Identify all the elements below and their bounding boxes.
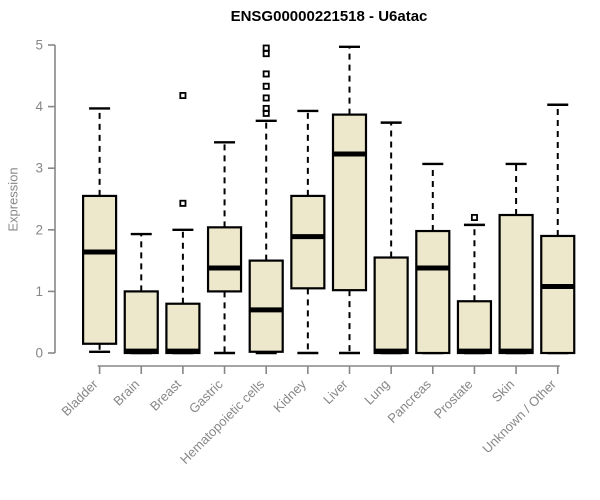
box-iqr-rect: [540, 234, 576, 355]
outlier-point: [262, 44, 270, 52]
y-tick-label: 3: [35, 161, 43, 176]
outlier-point: [179, 92, 187, 100]
outlier-point: [262, 94, 270, 102]
box-iqr-rect: [373, 256, 409, 355]
x-category-label: Kidney: [270, 376, 309, 415]
box-iqr-rect: [456, 300, 493, 355]
box-iqr-rect: [165, 302, 201, 355]
x-category-label: Bladder: [58, 376, 101, 419]
y-tick-label: 1: [35, 284, 43, 299]
outlier-point: [262, 70, 270, 78]
boxplot-bladder: [81, 107, 118, 353]
box-iqr-rect: [81, 194, 118, 345]
y-tick-label: 2: [35, 222, 43, 237]
boxplot-kidney: [290, 109, 326, 355]
x-category-label: Brain: [110, 377, 142, 409]
x-category-label: Liver: [320, 376, 351, 407]
chart-title: ENSG00000221518 - U6atac: [230, 8, 428, 25]
box-iqr-rect: [498, 213, 534, 355]
y-tick-label: 4: [35, 99, 43, 114]
outlier-point: [262, 104, 270, 112]
outlier-point: [262, 82, 270, 90]
box-iqr-rect: [206, 226, 243, 293]
y-tick-label: 5: [35, 38, 43, 53]
boxplot-brain: [123, 232, 159, 355]
boxplot-breast: [165, 92, 201, 355]
boxplot-unknown-other: [540, 103, 576, 355]
box-iqr-rect: [331, 113, 368, 292]
x-category-label: Prostate: [431, 377, 476, 422]
outlier-point: [262, 50, 270, 58]
outlier-point: [470, 213, 478, 221]
box-iqr-rect: [290, 194, 326, 290]
x-category-label: Breast: [147, 376, 184, 413]
x-category-label: Lung: [361, 377, 392, 408]
outlier-point: [179, 199, 187, 207]
boxplot-hematopoietic-cells: [248, 44, 284, 355]
box-iqr-rect: [415, 229, 451, 355]
boxplot-pancreas: [415, 162, 451, 355]
y-axis-title: Expression: [5, 167, 21, 232]
y-tick-label: 0: [35, 346, 43, 361]
boxplot-gastric: [206, 141, 243, 355]
x-category-label: Pancreas: [384, 376, 434, 426]
box-iqr-rect: [123, 290, 159, 355]
x-category-label: Skin: [489, 377, 517, 405]
x-category-label: Gastric: [186, 376, 226, 416]
box-iqr-rect: [248, 259, 284, 353]
boxplot-liver: [331, 45, 368, 355]
boxplot-prostate: [456, 213, 493, 355]
boxplot-skin: [498, 162, 534, 355]
x-category-label: Unknown / Other: [479, 376, 559, 456]
boxplot-lung: [373, 121, 409, 355]
